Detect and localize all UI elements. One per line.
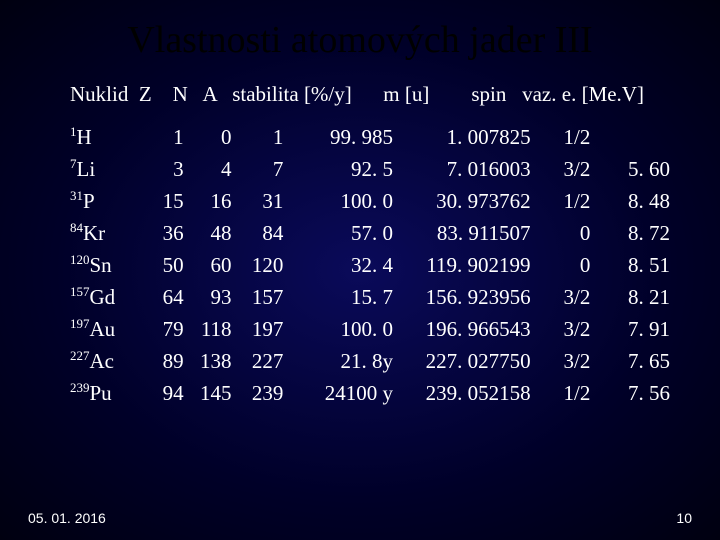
cell-stabilita: 21. 8y xyxy=(283,345,401,377)
cell-n: 0 xyxy=(184,121,232,153)
cell-spin: 3/2 xyxy=(531,153,591,185)
cell-vaz: 8. 72 xyxy=(590,217,670,249)
cell-vaz: 7. 91 xyxy=(590,313,670,345)
cell-nuklid: 84Kr xyxy=(70,217,142,249)
cell-stabilita: 32. 4 xyxy=(283,249,401,281)
cell-a: 157 xyxy=(232,281,284,313)
table-row: 31P151631100. 030. 9737621/28. 48 xyxy=(70,185,670,217)
cell-spin: 3/2 xyxy=(531,313,591,345)
cell-a: 31 xyxy=(232,185,284,217)
cell-mu: 1. 007825 xyxy=(401,121,531,153)
cell-mu: 227. 027750 xyxy=(401,345,531,377)
cell-stabilita: 99. 985 xyxy=(283,121,401,153)
col-stabilita: stabilita [%/y] xyxy=(232,82,352,106)
footer-page-number: 10 xyxy=(676,510,692,526)
cell-spin: 0 xyxy=(531,249,591,281)
cell-nuklid: 31P xyxy=(70,185,142,217)
cell-vaz: 8. 48 xyxy=(590,185,670,217)
cell-spin: 3/2 xyxy=(531,345,591,377)
table-row: 1H10199. 9851. 0078251/2 xyxy=(70,121,670,153)
table-row: 120Sn506012032. 4119. 90219908. 51 xyxy=(70,249,670,281)
slide-title: Vlastnosti atomových jader III xyxy=(0,0,720,72)
cell-stabilita: 100. 0 xyxy=(283,185,401,217)
footer-date: 05. 01. 2016 xyxy=(28,510,106,526)
cell-mu: 30. 973762 xyxy=(401,185,531,217)
col-mu: m [u] xyxy=(383,82,429,106)
cell-a: 227 xyxy=(232,345,284,377)
cell-nuklid: 197Au xyxy=(70,313,142,345)
cell-z: 36 xyxy=(142,217,184,249)
col-spin: spin xyxy=(471,82,506,106)
cell-mu: 239. 052158 xyxy=(401,377,531,409)
cell-vaz: 5. 60 xyxy=(590,153,670,185)
cell-z: 94 xyxy=(142,377,184,409)
cell-spin: 0 xyxy=(531,217,591,249)
cell-z: 89 xyxy=(142,345,184,377)
table-header: Nuklid Z N A stabilita [%/y] m [u] spin … xyxy=(70,82,670,107)
cell-z: 64 xyxy=(142,281,184,313)
table-row: 227Ac8913822721. 8y227. 0277503/27. 65 xyxy=(70,345,670,377)
cell-nuklid: 7Li xyxy=(70,153,142,185)
cell-stabilita: 92. 5 xyxy=(283,153,401,185)
cell-spin: 1/2 xyxy=(531,185,591,217)
cell-stabilita: 57. 0 xyxy=(283,217,401,249)
cell-mu: 156. 923956 xyxy=(401,281,531,313)
cell-z: 1 xyxy=(142,121,184,153)
cell-n: 48 xyxy=(184,217,232,249)
cell-a: 7 xyxy=(232,153,284,185)
cell-nuklid: 239Pu xyxy=(70,377,142,409)
cell-stabilita: 24100 y xyxy=(283,377,401,409)
nuclide-table: 1H10199. 9851. 0078251/27Li34792. 57. 01… xyxy=(70,121,670,409)
cell-nuklid: 1H xyxy=(70,121,142,153)
cell-vaz: 8. 51 xyxy=(590,249,670,281)
cell-nuklid: 120Sn xyxy=(70,249,142,281)
cell-spin: 1/2 xyxy=(531,377,591,409)
table-row: 197Au79118197100. 0196. 9665433/27. 91 xyxy=(70,313,670,345)
table-row: 157Gd649315715. 7156. 9239563/28. 21 xyxy=(70,281,670,313)
cell-n: 4 xyxy=(184,153,232,185)
cell-n: 60 xyxy=(184,249,232,281)
cell-z: 3 xyxy=(142,153,184,185)
cell-z: 15 xyxy=(142,185,184,217)
cell-vaz: 7. 65 xyxy=(590,345,670,377)
cell-stabilita: 15. 7 xyxy=(283,281,401,313)
col-nuklid: Nuklid xyxy=(70,82,128,106)
table-container: Nuklid Z N A stabilita [%/y] m [u] spin … xyxy=(0,72,720,409)
cell-spin: 3/2 xyxy=(531,281,591,313)
col-vaz: vaz. e. [Me.V] xyxy=(522,82,644,106)
table-row: 84Kr36488457. 083. 91150708. 72 xyxy=(70,217,670,249)
cell-n: 145 xyxy=(184,377,232,409)
cell-a: 1 xyxy=(232,121,284,153)
cell-stabilita: 100. 0 xyxy=(283,313,401,345)
cell-n: 16 xyxy=(184,185,232,217)
cell-mu: 7. 016003 xyxy=(401,153,531,185)
col-z: Z xyxy=(139,82,152,106)
cell-mu: 83. 911507 xyxy=(401,217,531,249)
cell-a: 84 xyxy=(232,217,284,249)
cell-mu: 196. 966543 xyxy=(401,313,531,345)
cell-z: 50 xyxy=(142,249,184,281)
cell-nuklid: 227Ac xyxy=(70,345,142,377)
cell-a: 120 xyxy=(232,249,284,281)
cell-vaz xyxy=(590,121,670,153)
cell-n: 118 xyxy=(184,313,232,345)
cell-n: 93 xyxy=(184,281,232,313)
cell-z: 79 xyxy=(142,313,184,345)
cell-n: 138 xyxy=(184,345,232,377)
cell-a: 197 xyxy=(232,313,284,345)
cell-nuklid: 157Gd xyxy=(70,281,142,313)
col-a: A xyxy=(202,82,216,106)
cell-vaz: 7. 56 xyxy=(590,377,670,409)
table-row: 7Li34792. 57. 0160033/25. 60 xyxy=(70,153,670,185)
cell-vaz: 8. 21 xyxy=(590,281,670,313)
cell-mu: 119. 902199 xyxy=(401,249,531,281)
table-row: 239Pu9414523924100 y239. 0521581/27. 56 xyxy=(70,377,670,409)
cell-spin: 1/2 xyxy=(531,121,591,153)
cell-a: 239 xyxy=(232,377,284,409)
col-n: N xyxy=(173,82,188,106)
